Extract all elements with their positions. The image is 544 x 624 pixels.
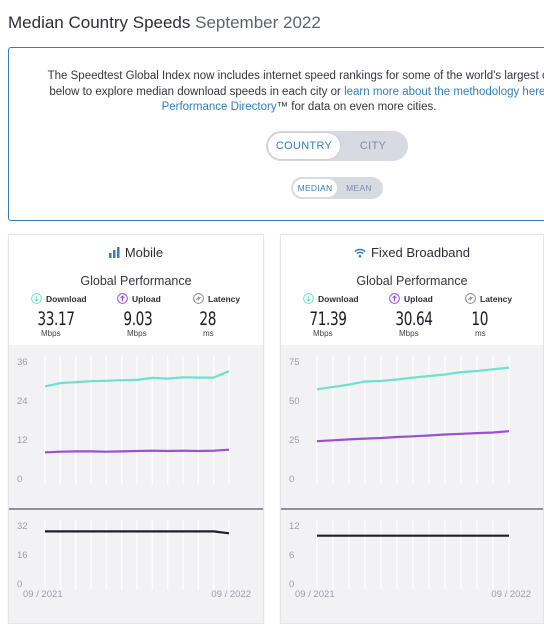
y-tick-label: 6: [289, 550, 294, 561]
download-icon: [31, 293, 42, 304]
mean-option[interactable]: MEAN: [346, 183, 372, 193]
card-title-text: Fixed Broadband: [370, 245, 470, 260]
metric-value: 28: [199, 308, 216, 330]
metric-unit: Mbps: [41, 329, 61, 338]
signal-bars-icon: [108, 246, 120, 261]
metric-value: 71.39: [309, 308, 347, 330]
download-series-line: [44, 370, 230, 388]
info-line-2-text: below to explore median download speeds …: [49, 85, 345, 98]
y-tick-label: 75: [289, 357, 300, 368]
page-title: Median Country Speeds September 2022: [8, 13, 321, 33]
x-tick-label: 09 / 2022: [211, 589, 251, 600]
methodology-link[interactable]: learn more about the methodology here.: [344, 85, 544, 98]
y-tick-label: 32: [17, 521, 28, 532]
metric-unit: ms: [475, 329, 486, 338]
mobile-card: Mobile Global Performance Download 33.17…: [8, 234, 264, 624]
info-line-3-text: ™ for data on even more cities.: [276, 101, 437, 113]
metric-unit: Mbps: [313, 329, 333, 338]
upload-icon: [117, 293, 128, 304]
x-tick-label: 09 / 2021: [295, 589, 335, 600]
city-option[interactable]: CITY: [359, 140, 387, 152]
metric-value: 33.17: [37, 308, 75, 330]
x-tick-label: 09 / 2021: [23, 589, 63, 600]
latency-series-line: [45, 530, 230, 535]
info-line-2: below to explore median download speeds …: [29, 85, 544, 101]
download-metric: Download 33.17 Mbps: [31, 293, 87, 338]
y-tick-label: 0: [289, 579, 294, 590]
fixed-broadband-card: Fixed Broadband Global Performance Downl…: [280, 234, 544, 624]
latency-metric: Latency 10 ms: [465, 293, 512, 338]
metric-label: Upload: [132, 293, 161, 304]
metric-unit: Mbps: [399, 329, 419, 338]
page-title-text: Median Country Speeds: [8, 13, 191, 32]
upload-metric: Upload 9.03 Mbps: [117, 293, 161, 338]
download-metric: Download 71.39 Mbps: [303, 293, 359, 338]
card-title: Mobile: [9, 245, 263, 261]
metric-value: 9.03: [123, 308, 153, 330]
latency-metric: Latency 28 ms: [193, 293, 240, 338]
y-tick-label: 0: [17, 579, 22, 590]
x-tick-label: 09 / 2022: [491, 589, 531, 600]
upload-series-line: [316, 430, 510, 443]
y-tick-label: 12: [17, 435, 28, 446]
upload-series-line: [44, 448, 230, 454]
latency-icon: [465, 293, 476, 304]
y-tick-label: 50: [289, 396, 300, 407]
download-icon: [303, 293, 314, 304]
upload-icon: [389, 293, 400, 304]
mobile-chart: 0 12 24 36 0 16 32 09 / 2021 09 / 2022: [9, 356, 263, 600]
info-text: The Speedtest Global Index now includes …: [9, 69, 544, 116]
median-mean-toggle[interactable]: MEDIAN MEAN: [291, 177, 383, 199]
y-tick-label: 36: [17, 357, 28, 368]
info-line-3: Performance Directory™ for data on even …: [29, 100, 544, 116]
chart-background: [281, 345, 543, 623]
card-subtitle: Global Performance: [80, 274, 192, 288]
wifi-icon: [354, 246, 366, 261]
performance-directory-link[interactable]: Performance Directory: [161, 101, 277, 113]
metric-value: 10: [471, 308, 488, 330]
median-option[interactable]: MEDIAN: [293, 179, 337, 197]
card-subtitle: Global Performance: [356, 274, 468, 288]
metric-label: Latency: [208, 293, 241, 304]
y-tick-label: 0: [17, 474, 22, 485]
metric-label: Download: [318, 293, 359, 304]
y-tick-label: 12: [289, 521, 300, 532]
y-tick-label: 24: [17, 396, 28, 407]
country-city-toggle[interactable]: COUNTRY CITY: [266, 131, 408, 161]
fixed-chart: 0 25 50 75 0 6 12 09 / 2021 09 / 2022: [281, 356, 543, 600]
y-tick-label: 0: [289, 474, 294, 485]
metric-label: Upload: [404, 293, 433, 304]
metric-unit: Mbps: [127, 329, 147, 338]
country-option[interactable]: COUNTRY: [268, 133, 340, 159]
chart-background: [9, 345, 263, 623]
metric-label: Download: [46, 293, 87, 304]
info-line-1: The Speedtest Global Index now includes …: [47, 70, 544, 82]
metric-unit: ms: [203, 329, 214, 338]
y-tick-label: 16: [17, 550, 28, 561]
page-title-date: September 2022: [195, 13, 321, 32]
metric-label: Latency: [480, 293, 513, 304]
download-series-line: [316, 366, 510, 391]
card-title: Fixed Broadband: [281, 245, 543, 261]
card-title-text: Mobile: [124, 245, 164, 260]
info-box: The Speedtest Global Index now includes …: [8, 47, 544, 221]
metric-value: 30.64: [395, 308, 433, 330]
upload-metric: Upload 30.64 Mbps: [389, 293, 443, 338]
y-tick-label: 25: [289, 435, 300, 446]
latency-icon: [193, 293, 204, 304]
